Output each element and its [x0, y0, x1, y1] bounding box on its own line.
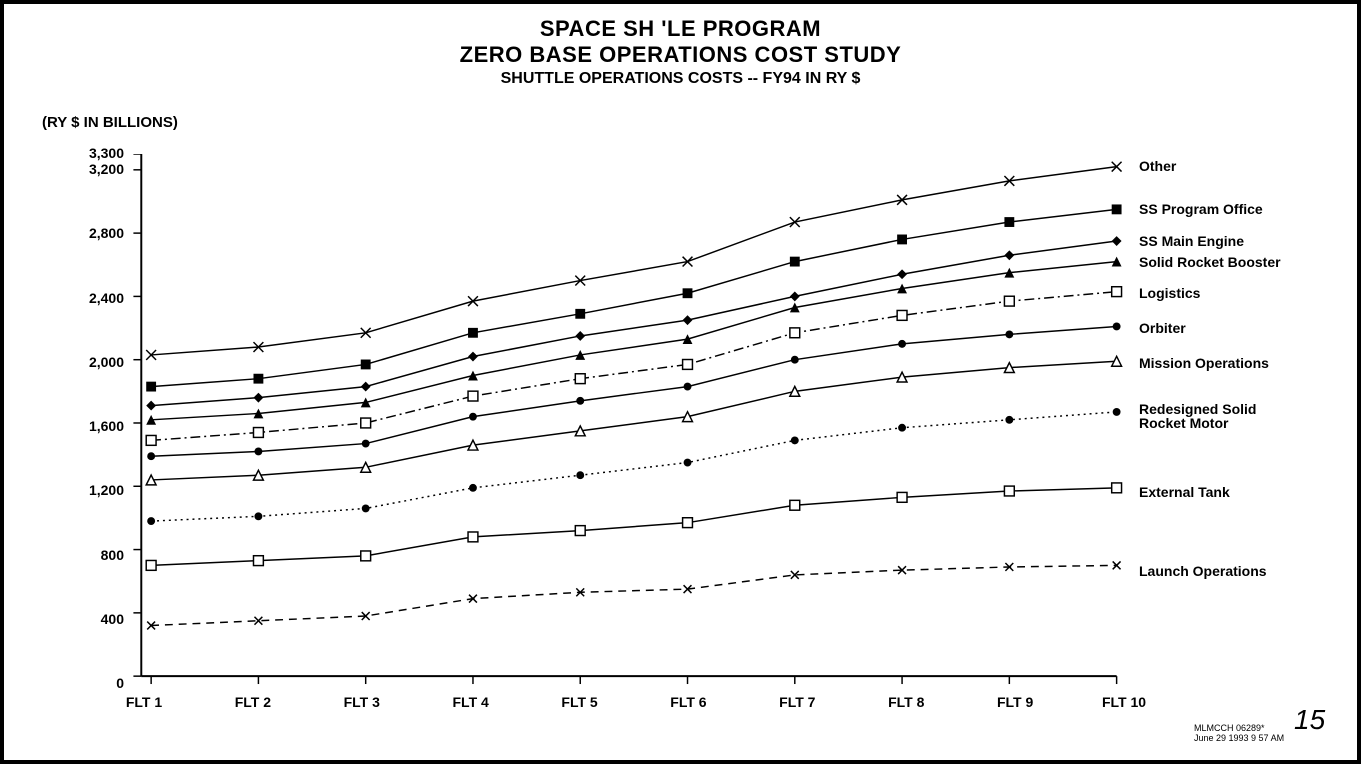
series-label: Logistics — [1139, 286, 1200, 301]
x-tick-label: FLT 5 — [550, 694, 610, 710]
series-label: Orbiter — [1139, 321, 1186, 336]
y-tick-label: 0 — [64, 675, 124, 691]
x-tick-label: FLT 2 — [223, 694, 283, 710]
title-line-2: ZERO BASE OPERATIONS COST STUDY — [4, 42, 1357, 68]
series-label: Mission Operations — [1139, 356, 1269, 371]
footnote-line-2: June 29 1993 9 57 AM — [1194, 734, 1284, 744]
footnote: MLMCCH 06289* June 29 1993 9 57 AM — [1194, 724, 1284, 744]
x-tick-label: FLT 4 — [441, 694, 501, 710]
series-label: SS Main Engine — [1139, 234, 1244, 249]
x-tick-label: FLT 7 — [767, 694, 827, 710]
x-tick-label: FLT 3 — [332, 694, 392, 710]
x-tick-label: FLT 8 — [876, 694, 936, 710]
series-label: Solid Rocket Booster — [1139, 255, 1281, 270]
series-label: Other — [1139, 159, 1176, 174]
y-tick-label: 800 — [64, 547, 124, 563]
page-frame: SPACE SH 'LE PROGRAM ZERO BASE OPERATION… — [0, 0, 1361, 764]
x-tick-label: FLT 9 — [985, 694, 1045, 710]
x-tick-label: FLT 1 — [114, 694, 174, 710]
series-label: Launch Operations — [1139, 564, 1267, 579]
y-axis-title: (RY $ IN BILLIONS) — [42, 114, 178, 131]
y-tick-label: 1,200 — [64, 482, 124, 498]
series-label: SS Program Office — [1139, 202, 1263, 217]
x-tick-label: FLT 6 — [658, 694, 718, 710]
title-line-1: SPACE SH 'LE PROGRAM — [4, 16, 1357, 42]
y-tick-label: 2,800 — [64, 225, 124, 241]
y-tick-label: 3,200 — [64, 161, 124, 177]
series-label: External Tank — [1139, 485, 1230, 500]
chart-plot — [126, 154, 1126, 686]
chart-titles: SPACE SH 'LE PROGRAM ZERO BASE OPERATION… — [4, 16, 1357, 88]
page-number: 15 — [1294, 704, 1325, 736]
title-line-3: SHUTTLE OPERATIONS COSTS -- FY94 IN RY $ — [4, 70, 1357, 88]
y-tick-label: 2,000 — [64, 354, 124, 370]
y-tick-label: 400 — [64, 611, 124, 627]
y-tick-label: 2,400 — [64, 290, 124, 306]
y-tick-label: 3,300 — [64, 145, 124, 161]
series-label: Redesigned SolidRocket Motor — [1139, 402, 1256, 431]
x-tick-label: FLT 10 — [1094, 694, 1154, 710]
y-tick-label: 1,600 — [64, 418, 124, 434]
